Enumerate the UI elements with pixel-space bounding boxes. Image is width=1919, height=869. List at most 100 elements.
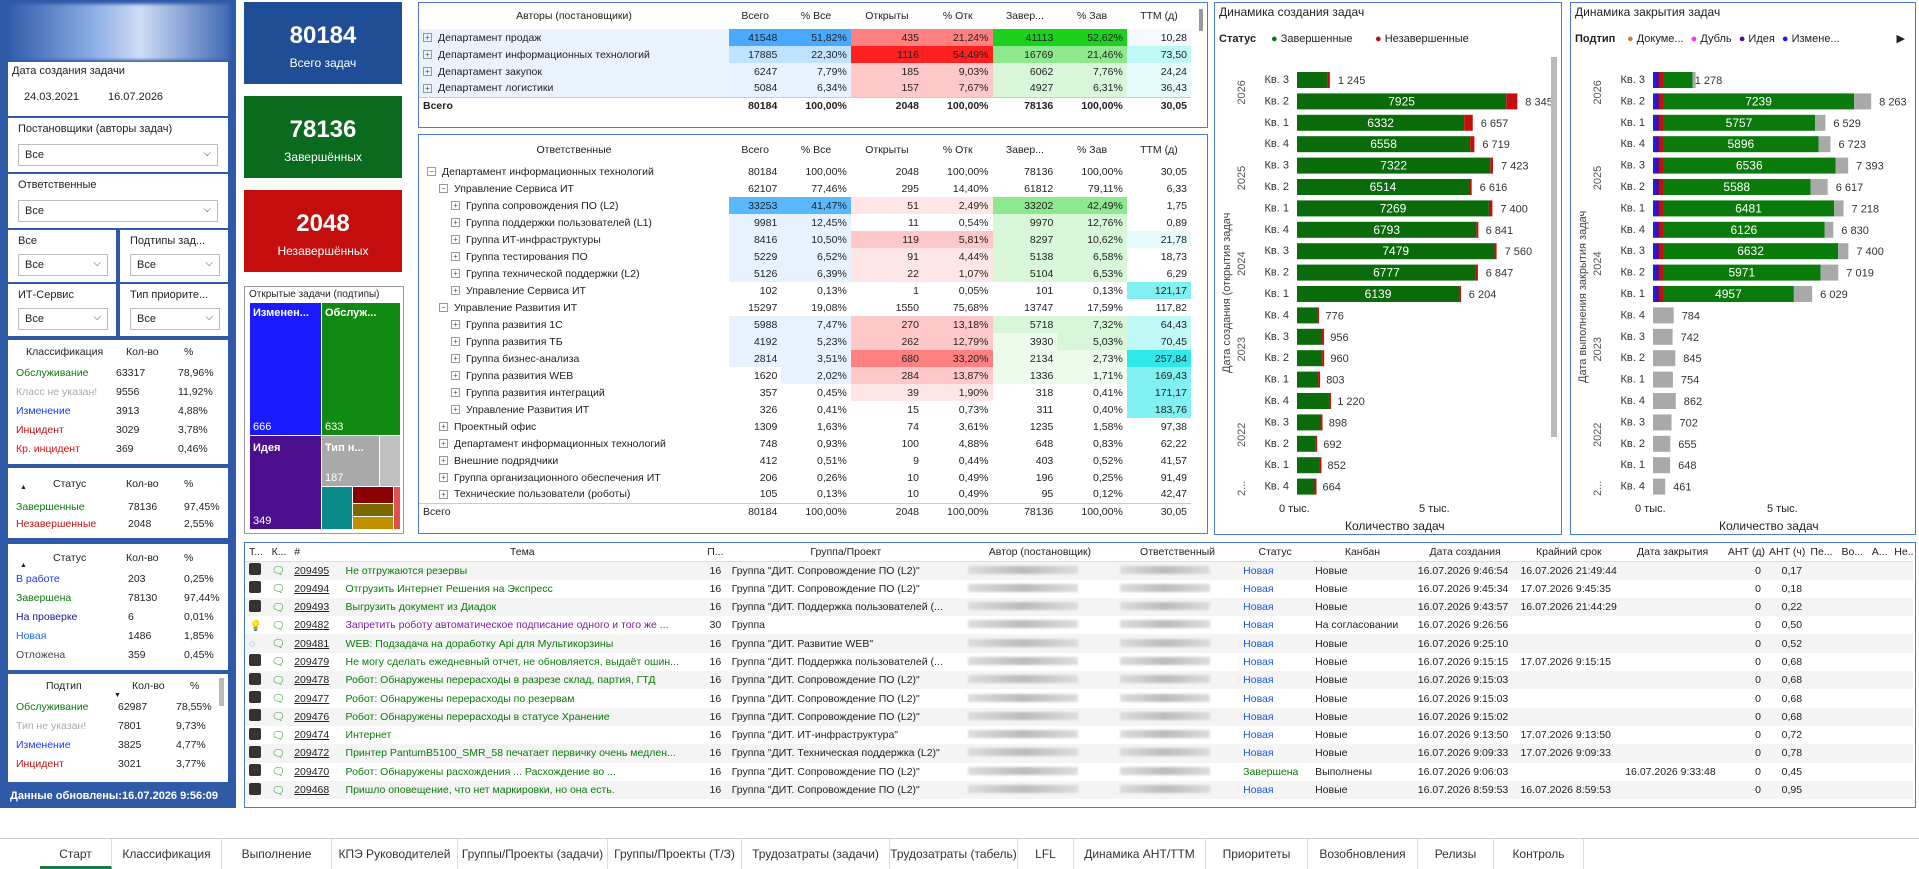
column-header[interactable]: Статус [53,478,87,490]
column-header[interactable]: Группа/Проект [727,543,964,562]
column-header[interactable]: Дата создания [1413,543,1517,562]
task-topic[interactable]: Робот: Обнаружены расхождения ... Расхож… [345,765,616,778]
column-header[interactable]: TTM (д) [1140,144,1178,156]
bar-segment-service[interactable] [1663,200,1835,217]
bar-segment-other[interactable] [1835,157,1849,174]
tab-7[interactable]: Трудозатраты (табель) [890,839,1018,869]
bar[interactable] [1653,393,1676,409]
task-topic[interactable]: Интернет [345,729,392,742]
bar-open[interactable] [1318,371,1321,388]
legend-item-completed[interactable]: ● Завершенные [1271,33,1353,45]
bar-open[interactable] [1319,457,1322,474]
bar-segment-change[interactable] [1653,136,1656,153]
table-row[interactable]: + Департамент продаж 41548 51,82% 435 21,24% 4… [419,29,1191,46]
table-row[interactable]: + Группа развития WEB 1620 2,02% 284 13,87% 13… [419,367,1191,384]
subtype-dropdown[interactable]: Все ⌵ [130,254,220,276]
table-row[interactable]: 🗨 209472 Принтер PantumB5100_SMR_58 печата… [245,744,1913,763]
table-row[interactable]: + Группа тестирования ПО 5229 6,52% 91 4,44% 5… [419,248,1191,265]
expand-icon[interactable]: + [451,201,460,211]
collapse-icon[interactable]: − [439,184,448,194]
bar-segment-change[interactable] [1653,72,1656,88]
table-row[interactable]: 🗨 209474 Интернет 16 Группа "ДИТ. ИТ-инфраст… [245,725,1913,745]
column-header[interactable]: Подтип [46,680,82,692]
table-row[interactable]: 🗨 209494 Отгрузить Интернет Решения на Экс… [245,579,1913,598]
bar-open[interactable] [1490,157,1493,174]
bar-open[interactable] [1317,307,1320,324]
column-header[interactable]: % [184,552,194,564]
table-row[interactable]: + Управление Сервиса ИТ 102 0,13% 1 0,05% 101 0… [419,282,1191,299]
bar-completed[interactable] [1297,414,1321,431]
tab-2[interactable]: Выполнение [222,839,332,869]
bar-completed[interactable] [1297,179,1469,195]
list-item[interactable]: Класс не указан! 9556 11,92% [8,385,220,400]
bar-segment-incident[interactable] [1659,264,1663,281]
bar-segment-incident[interactable] [1659,157,1663,174]
bar-completed[interactable] [1297,200,1489,217]
tab-12[interactable]: Релизы [1418,839,1494,869]
column-header[interactable]: % [190,680,200,692]
task-id-link[interactable]: 209474 [294,729,330,742]
column-header[interactable]: % Отк [942,144,973,156]
task-id-link[interactable]: 209478 [294,674,330,687]
resp-dropdown[interactable]: Все ⌵ [18,200,218,222]
column-header[interactable]: Кол-во [126,478,159,490]
table-row[interactable]: 🗨 209468 Пришло оповещение, что нет маркир… [245,780,1913,800]
expand-icon[interactable]: + [423,83,432,93]
task-topic[interactable]: Не могу сделать ежедневный отчет, не обн… [345,655,679,668]
table-row[interactable]: + Группа поддержки пользователей (L1) 9981… [419,214,1191,231]
column-header[interactable]: Автор (постановщик) [963,543,1116,562]
table-row[interactable]: ◌ 🗨 209481 WEB: Подзадача на доработку Api … [245,634,1913,653]
tab-10[interactable]: Приоритеты [1206,839,1308,869]
expand-icon[interactable]: + [439,489,448,499]
task-id-link[interactable]: 209493 [294,601,330,614]
bar-segment-other[interactable] [1820,264,1839,281]
legend-item-open[interactable]: ● Незавершенные [1375,33,1469,45]
bar-segment-idea[interactable] [1656,136,1659,153]
bar[interactable] [1653,435,1671,452]
bar-open[interactable] [1315,435,1318,452]
bar-segment-change[interactable] [1653,114,1656,131]
column-header[interactable]: Открыты [865,144,909,156]
task-topic[interactable]: Робот: Обнаружены перерасходы в статусе … [345,710,610,723]
bar-segment-incident[interactable] [1659,286,1663,302]
bar[interactable] [1653,414,1672,431]
column-header[interactable]: % Все [800,10,832,22]
bar-segment-other[interactable] [1838,243,1849,260]
treemap-cell-change[interactable]: Изменен... 666 [250,303,321,435]
expand-icon[interactable]: + [451,218,460,228]
table-row[interactable]: + Департамент логистики 5084 6,34% 157 7,67% 4… [419,80,1191,97]
bar-open[interactable] [1506,93,1518,110]
table-row[interactable]: + Технические пользователи (роботы) 105 0,1… [419,486,1191,503]
bar-segment-incident[interactable] [1659,200,1663,217]
list-item[interactable]: Изменение 3825 4,77% [8,738,220,753]
collapse-icon[interactable]: − [439,303,448,313]
task-topic[interactable]: Робот: Обнаружены перерасходы в разрезе … [345,674,656,687]
treemap-cell[interactable] [380,436,400,486]
legend-item-docs[interactable]: ● Докуме... [1627,33,1684,45]
column-header[interactable]: П... [703,543,728,562]
task-id-link[interactable]: 209482 [294,619,330,632]
bar[interactable] [1653,307,1674,324]
bar-completed[interactable] [1297,371,1319,388]
date-to-input[interactable]: 16.07.2026 [102,87,182,109]
bar-segment-incident[interactable] [1659,114,1663,131]
bar-segment-idea[interactable] [1656,200,1659,217]
expand-icon[interactable]: + [451,320,460,330]
list-item[interactable]: Новая 1486 1,85% [8,629,220,644]
column-header[interactable]: Т... [245,543,268,562]
table-row[interactable]: + Департамент информационных технологий 74… [419,435,1191,452]
column-header[interactable]: % Все [800,144,832,156]
list-item[interactable]: Инцидент 3029 3,78% [8,423,220,438]
table-row[interactable]: + Группа сопровождения ПО (L2) 33253 41,47%… [419,197,1191,214]
bar-segment-idea[interactable] [1656,221,1659,238]
bar-segment-change[interactable] [1653,264,1656,281]
expand-icon[interactable]: + [451,252,460,262]
bar-segment-incident[interactable] [1659,93,1663,110]
column-header[interactable]: Ответственные [536,144,612,156]
bar-completed[interactable] [1297,72,1328,88]
column-header[interactable]: Канбан [1311,543,1414,562]
column-header[interactable]: Дата закрытия [1621,543,1724,562]
table-row[interactable]: 🗨 209476 Робот: Обнаружены перерасходы в с… [245,707,1913,726]
treemap-cell[interactable] [353,487,393,503]
scrollbar[interactable] [1551,57,1557,437]
